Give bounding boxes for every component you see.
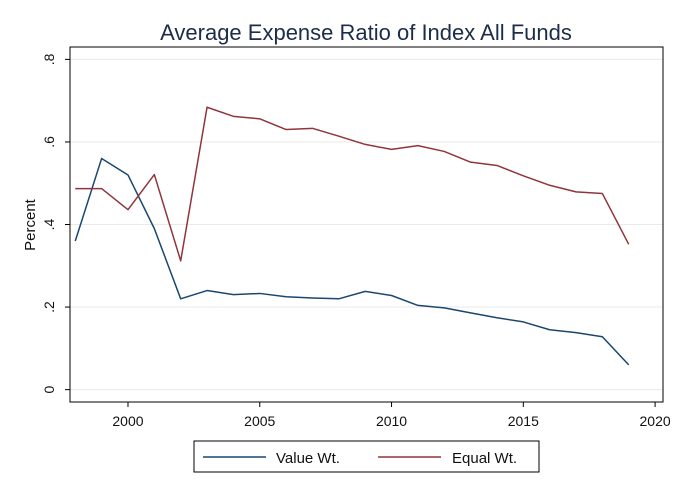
y-axis-label: Percent [22,198,39,251]
x-axis: 2000 2005 2010 2015 2020 [112,402,671,429]
series-line-value-wt [74,157,630,366]
x-tick-label: 2020 [640,413,671,429]
y-tick-label: .4 [41,218,57,230]
y-axis: 0 .2 .4 .6 .8 [41,53,70,394]
x-tick-label: 2015 [508,413,539,429]
x-tick-label: 2010 [376,413,407,429]
x-tick-label: 2000 [112,413,143,429]
y-tick-label: .8 [41,53,57,65]
x-tick-label: 2005 [244,413,275,429]
series-line-equal-wt [75,106,630,262]
legend: Value Wt. Equal Wt. [193,440,540,473]
y-tick-label: .2 [41,301,57,313]
chart-title: Average Expense Ratio of Index All Funds [160,20,572,45]
plot-lines [74,106,630,366]
y-tick-label: .6 [41,136,57,148]
y-tick-label: 0 [41,386,57,394]
legend-label-value-wt: Value Wt. [276,450,340,467]
legend-label-equal-wt: Equal Wt. [452,450,517,467]
